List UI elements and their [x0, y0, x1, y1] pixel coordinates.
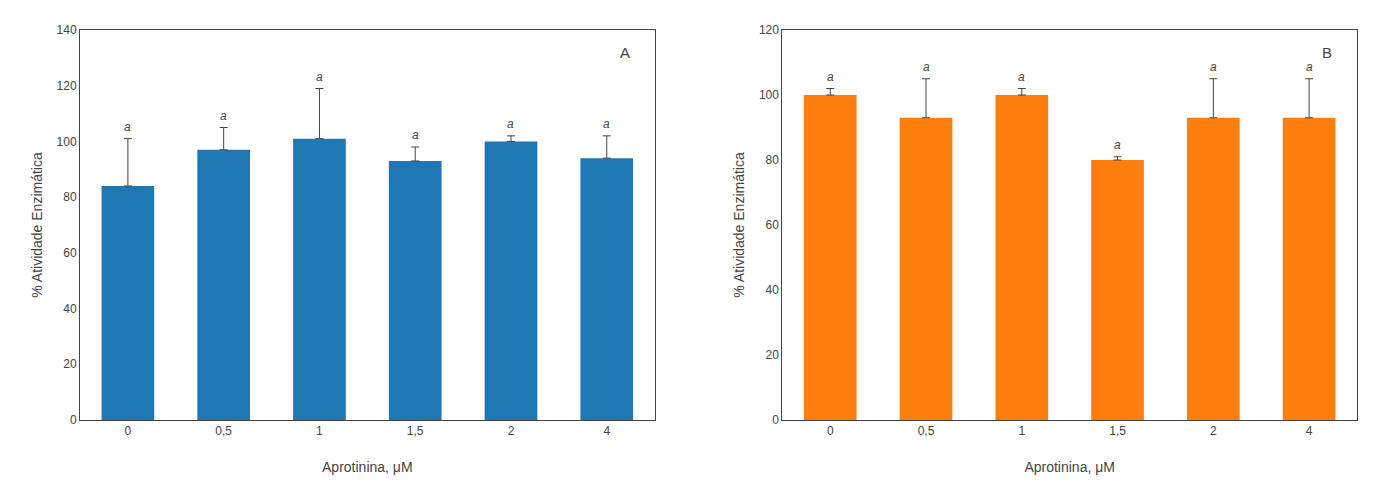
svg-text:A: A — [620, 44, 630, 61]
svg-text:4: 4 — [603, 424, 610, 438]
svg-text:2: 2 — [1210, 424, 1217, 438]
svg-text:a: a — [603, 117, 610, 131]
svg-text:4: 4 — [1306, 424, 1313, 438]
svg-text:60: 60 — [63, 246, 77, 260]
svg-text:120: 120 — [759, 23, 779, 37]
svg-text:% Atividade Enzimática: % Atividade Enzimática — [731, 152, 747, 298]
svg-text:0: 0 — [827, 424, 834, 438]
svg-text:100: 100 — [57, 135, 77, 149]
svg-text:a: a — [124, 120, 131, 134]
svg-text:a: a — [1018, 70, 1025, 84]
svg-text:a: a — [1114, 138, 1121, 152]
svg-text:a: a — [316, 70, 323, 84]
svg-text:0,5: 0,5 — [215, 424, 232, 438]
svg-text:1: 1 — [316, 424, 323, 438]
svg-text:20: 20 — [766, 348, 780, 362]
svg-text:Aprotinina, μM: Aprotinina, μM — [322, 459, 413, 475]
svg-text:a: a — [507, 117, 514, 131]
svg-text:20: 20 — [63, 357, 77, 371]
svg-text:0: 0 — [772, 413, 779, 427]
svg-text:a: a — [220, 109, 227, 123]
svg-text:a: a — [412, 128, 419, 142]
svg-text:Aprotinina, μM: Aprotinina, μM — [1024, 459, 1115, 475]
svg-text:1,5: 1,5 — [407, 424, 424, 438]
svg-text:80: 80 — [766, 153, 780, 167]
svg-text:a: a — [827, 70, 834, 84]
svg-text:a: a — [1306, 60, 1313, 74]
svg-text:1: 1 — [1018, 424, 1025, 438]
svg-text:0,5: 0,5 — [918, 424, 935, 438]
svg-text:40: 40 — [63, 302, 77, 316]
svg-text:140: 140 — [57, 23, 77, 37]
svg-text:0: 0 — [70, 413, 77, 427]
svg-text:1,5: 1,5 — [1109, 424, 1126, 438]
svg-text:B: B — [1322, 44, 1332, 61]
svg-text:60: 60 — [766, 218, 780, 232]
svg-text:0: 0 — [125, 424, 132, 438]
svg-text:40: 40 — [766, 283, 780, 297]
svg-text:% Atividade Enzimática: % Atividade Enzimática — [29, 152, 45, 298]
svg-text:2: 2 — [508, 424, 515, 438]
svg-text:120: 120 — [57, 79, 77, 93]
svg-text:a: a — [1210, 60, 1217, 74]
svg-text:100: 100 — [759, 88, 779, 102]
svg-text:80: 80 — [63, 190, 77, 204]
svg-text:a: a — [923, 60, 930, 74]
